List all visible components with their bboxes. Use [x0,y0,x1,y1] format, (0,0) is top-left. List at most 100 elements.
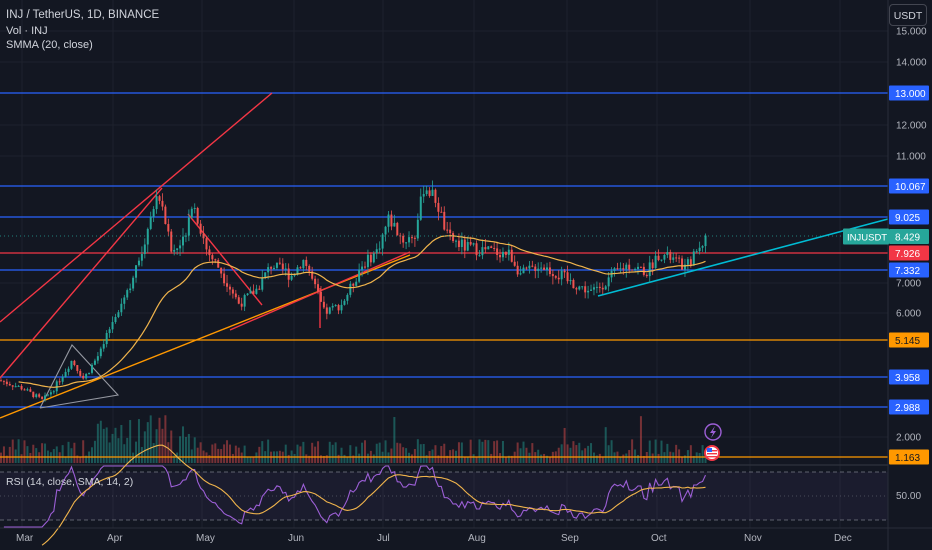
candle-body [393,222,396,227]
candle-body [11,385,14,387]
candle-body [284,268,287,270]
candle-body [637,266,639,269]
candle-body [99,348,102,357]
volume-bar [469,439,472,463]
volume-bar [190,449,193,463]
candle-body [243,295,246,307]
level-badge-1.163 [889,449,929,465]
volume-legend[interactable]: Vol · INJ [6,25,48,37]
level-badge-2.988 [889,399,929,415]
candle-body [61,377,64,382]
volume-bar [114,427,117,463]
lightning-icon[interactable] [704,423,722,441]
volume-bar [578,442,581,463]
candle-body [246,293,249,296]
volume-bar [44,443,47,463]
y-tick-label: 6.000 [896,309,921,320]
volume-bar [302,441,305,463]
volume-bar [501,440,504,463]
volume-bar [598,453,601,463]
candle-body [49,392,52,395]
volume-bar [55,446,58,463]
volume-bar [226,440,229,463]
volume-bar [179,436,182,463]
volume-bar [67,441,70,463]
smma-legend[interactable]: SMMA (20, close) [6,39,93,51]
candle-body [660,259,663,261]
candle-body [692,251,695,266]
volume-bar [287,454,290,463]
us-flag-icon[interactable] [704,445,720,461]
candle-body [155,196,158,210]
candle-body [551,274,554,277]
x-tick-may: May [196,533,215,544]
candle-body [595,286,598,288]
candle-body [237,297,240,304]
volume-bar [493,441,496,463]
volume-bar [698,452,701,463]
volume-bar [569,447,572,463]
candle-body [299,267,302,269]
candle-body [584,286,587,293]
volume-bar [366,453,369,463]
x-tick-mar: Mar [16,533,34,544]
candle-body [58,381,61,383]
candle-body [249,290,252,294]
candle-body [190,208,193,218]
candle-body [73,360,76,366]
candle-body [167,224,170,232]
volume-bar [187,433,190,463]
volume-bar [531,443,534,463]
volume-bar [560,444,563,463]
candle-body [469,242,472,245]
candle-body [695,251,698,253]
candle-body [557,277,560,280]
candle-body [270,267,273,269]
volume-bar [93,440,96,463]
candle-body [149,216,152,229]
volume-bar [631,439,634,463]
volume-bar [8,446,11,463]
volume-bar [689,445,692,463]
volume-bar [522,441,525,463]
volume-bar [487,440,490,463]
candle-body [70,360,73,369]
volume-bar [173,455,176,463]
last-price-badge [889,229,929,245]
candle-body [639,266,642,268]
volume-bar [683,455,686,463]
volume-bar [20,454,23,463]
volume-bar [223,444,226,463]
volume-bar [375,443,378,463]
volume-bar [243,445,246,463]
rsi-legend[interactable]: RSI (14, close, SMA, 14, 2) [6,476,134,488]
volume-bar [546,455,548,463]
volume-bar [387,452,390,463]
volume-bar [258,446,261,463]
candle-body [8,384,11,386]
volume-bar [196,447,199,463]
x-tick-apr: Apr [107,533,123,544]
candle-body [273,267,275,269]
volume-bar [26,446,29,463]
volume-bar [79,456,82,463]
symbol-tag-bg [843,228,889,245]
volume-bar [73,442,76,463]
volume-bar [361,442,364,463]
candle-body [105,332,108,345]
volume-bar [296,444,299,463]
volume-bar [135,441,138,463]
candle-body [255,288,258,294]
volume-bar [396,442,399,463]
candle-body [23,389,26,391]
volume-bar [372,454,375,463]
candle-body [546,267,548,271]
volume-bar [499,453,502,463]
candle-body [563,270,566,273]
candle-body [657,255,660,261]
symbol-title[interactable]: INJ / TetherUS, 1D, BINANCE [6,9,160,21]
volume-bar [622,454,625,463]
currency-button[interactable]: USDT [889,4,927,26]
candle-body [507,249,510,255]
